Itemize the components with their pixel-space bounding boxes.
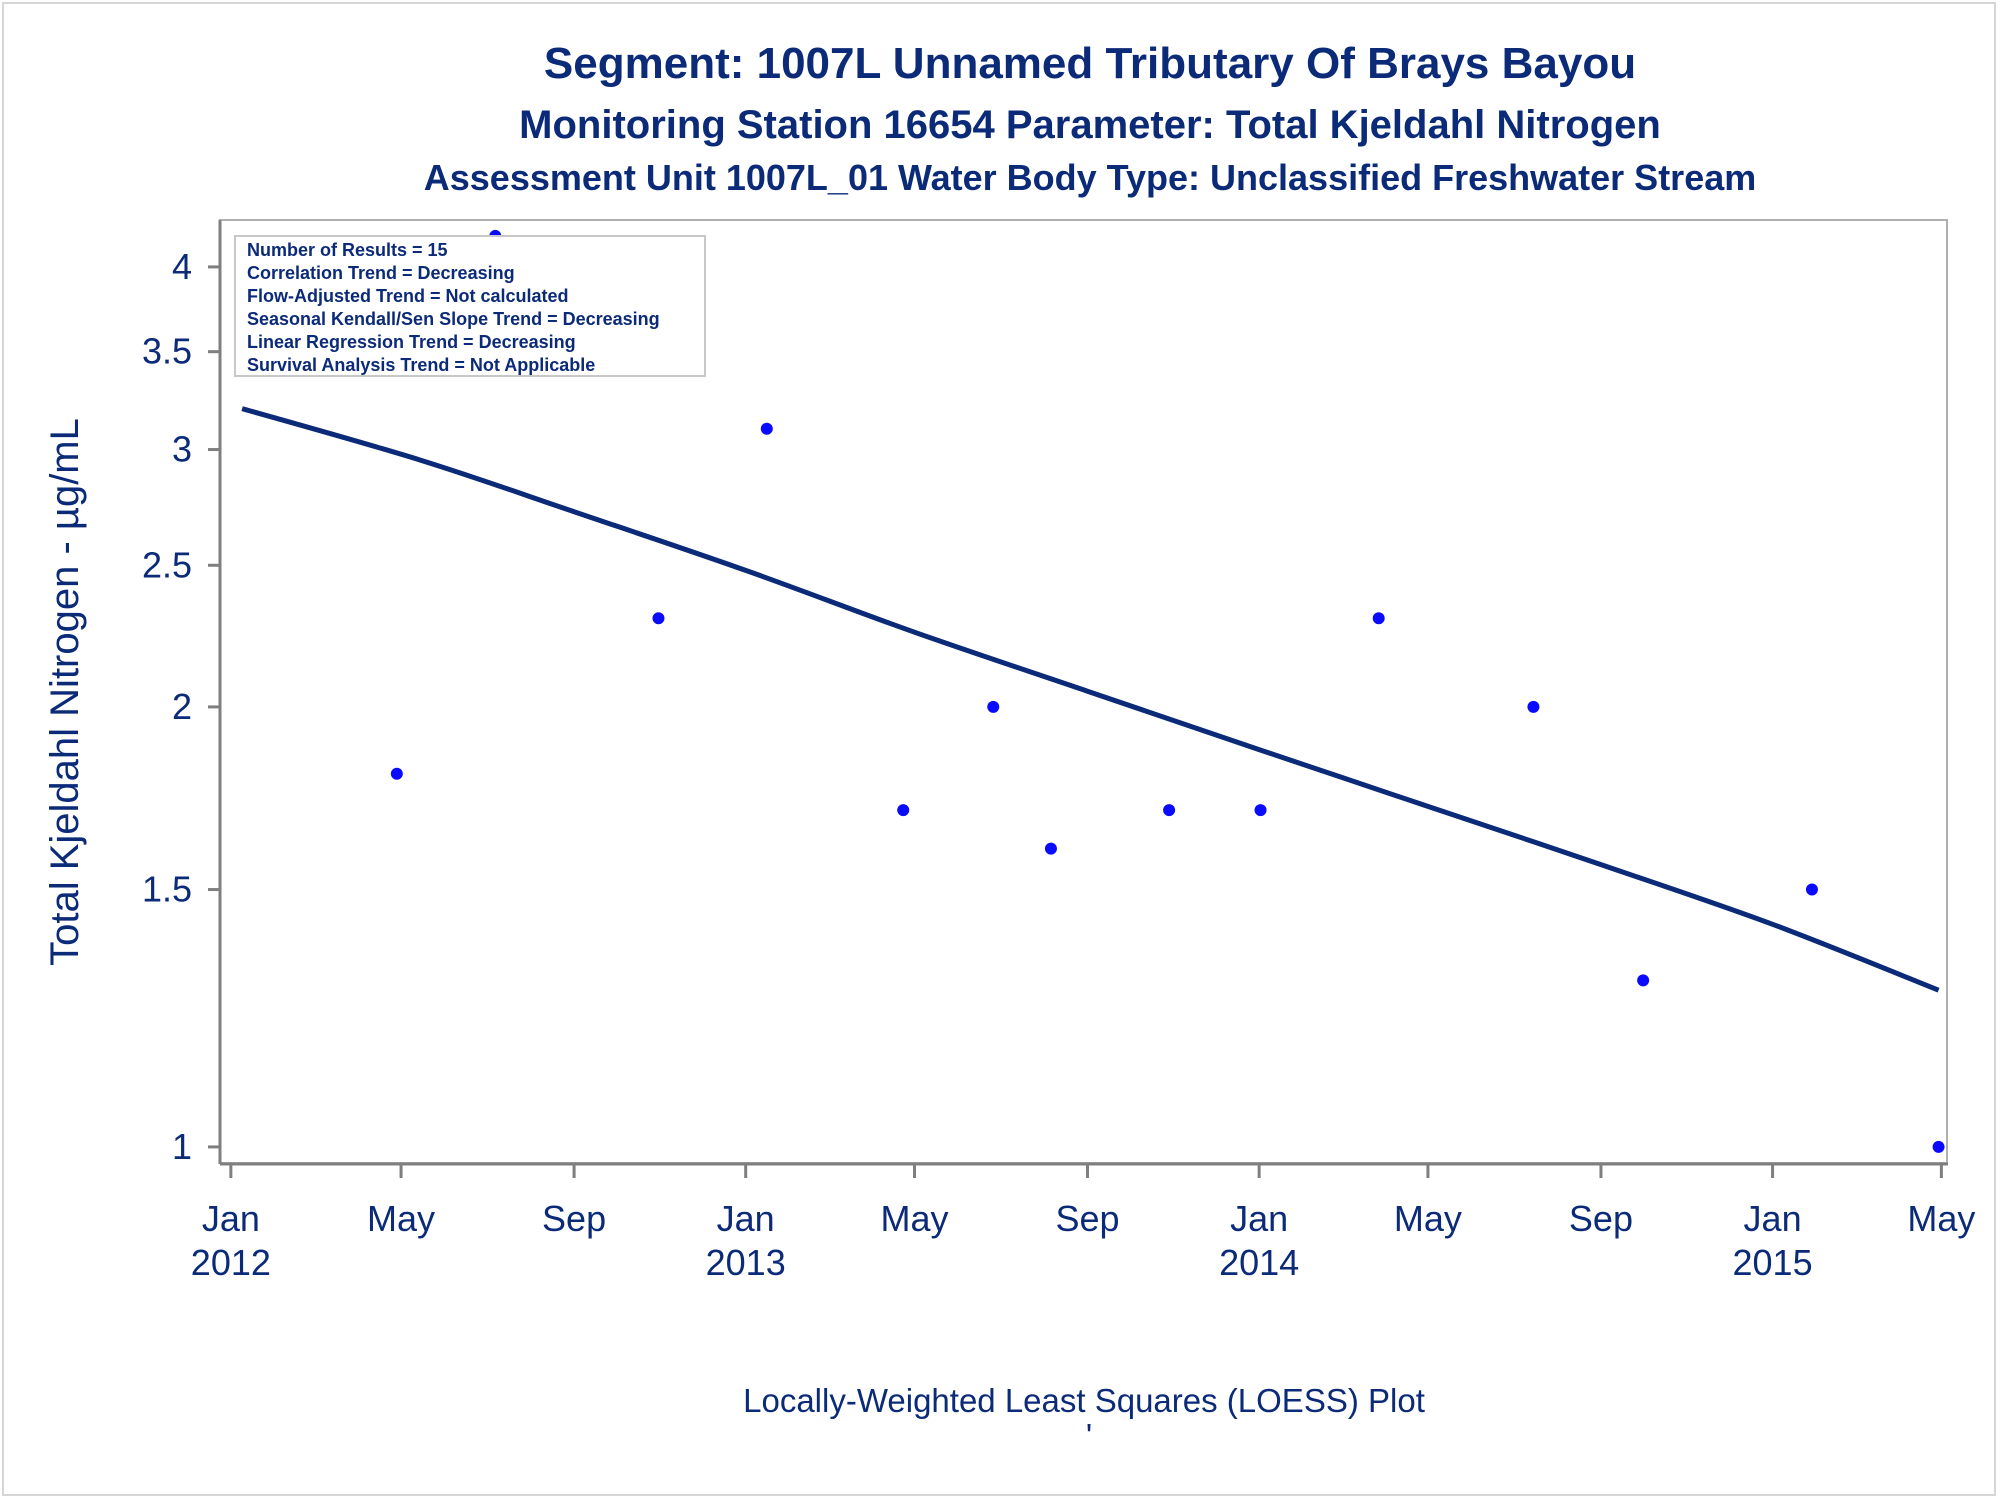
data-point [1932,1140,1945,1153]
x-tick-label-month: May [1394,1198,1462,1239]
x-tick-label-month: Jan [717,1198,775,1239]
footnote-mark: ' [1086,1417,1092,1454]
x-tick-label-month: Sep [1569,1198,1633,1239]
inset-survival-analysis-trend: Survival Analysis Trend = Not Applicable [247,355,595,375]
inset-correlation-trend: Correlation Trend = Decreasing [247,263,515,283]
inset-results-count: Number of Results = 15 [247,240,448,260]
plot-method-caption: Locally-Weighted Least Squares (LOESS) P… [743,1382,1425,1419]
data-point [1044,842,1057,855]
data-point [897,804,910,817]
data-point [760,422,773,435]
data-point [1372,612,1385,625]
chart-subtitle: Monitoring Station 16654 Parameter: Tota… [519,103,1661,147]
x-tick-label-month: May [880,1198,948,1239]
data-point [1527,700,1540,713]
x-tick-label-month: May [1907,1198,1975,1239]
y-tick-label: 4 [172,246,192,287]
data-point [1637,974,1650,987]
y-axis-label: Total Kjeldahl Nitrogen - µg/mL [43,418,87,966]
inset-box [234,235,706,377]
x-tick-label-year: 2015 [1733,1242,1813,1283]
x-tick-label-year: 2013 [706,1242,786,1283]
x-tick-label-month: Jan [1230,1198,1288,1239]
x-tick-label-month: Jan [1744,1198,1802,1239]
inset-linear-regression-trend: Linear Regression Trend = Decreasing [247,332,576,352]
y-tick-label: 2 [172,686,192,727]
x-tick-label-year: 2014 [1219,1242,1299,1283]
y-tick-label: 2.5 [142,544,192,585]
inset-flow-adjusted-trend: Flow-Adjusted Trend = Not calculated [247,286,569,306]
data-point [390,767,403,780]
y-axis-ticks: 1 1.5 2 2.5 3 3.5 4 [142,246,220,1167]
x-tick-label-year: 2012 [191,1242,271,1283]
x-tick-label-month: May [367,1198,435,1239]
data-point [1805,883,1818,896]
x-tick-label-month: Sep [1055,1198,1119,1239]
inset-seasonal-kendall-trend: Seasonal Kendall/Sen Slope Trend = Decre… [247,309,660,329]
chart-title: Segment: 1007L Unnamed Tributary Of Bray… [544,39,1636,88]
trend-summary-inset: Number of Results = 15 Correlation Trend… [234,235,706,377]
data-point [1163,804,1176,817]
data-point [652,612,665,625]
x-tick-label-month: Sep [542,1198,606,1239]
y-tick-label: 1.5 [142,869,192,910]
y-tick-label: 3 [172,429,192,470]
chart-subtitle-secondary: Assessment Unit 1007L_01 Water Body Type… [424,157,1757,198]
data-point [1254,804,1267,817]
y-tick-label: 1 [172,1126,192,1167]
data-point [987,700,1000,713]
loess-trend-line [241,406,1940,993]
x-tick-label-month: Jan [202,1198,260,1239]
y-tick-label: 3.5 [142,331,192,372]
